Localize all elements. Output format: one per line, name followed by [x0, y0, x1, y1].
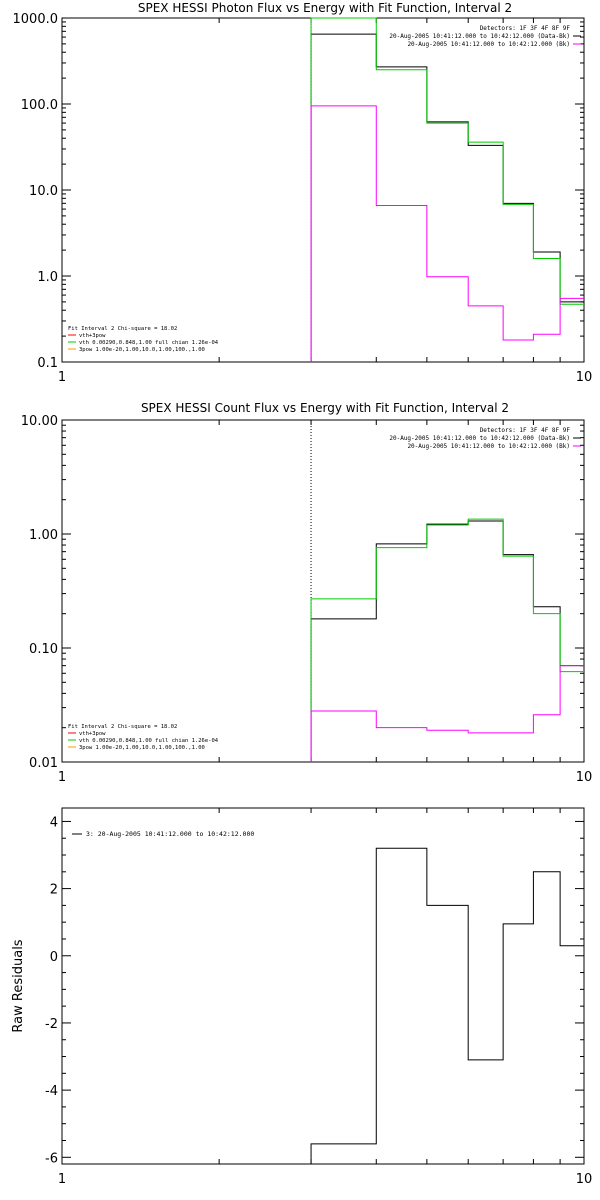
- count-flux-info-text: 20-Aug-2005 10:41:12.000 to 10:42:12.000…: [389, 435, 570, 442]
- photon-flux-series-histogram: [310, 105, 584, 362]
- count-flux-y-tick-label: 0.10: [29, 642, 58, 657]
- photon-flux-x-tick-label: 1: [58, 370, 66, 385]
- photon-flux-y-tick-label: 10.0: [29, 184, 58, 199]
- count-flux-fit-legend-text: Fit Interval 2 Chi-square = 18.02: [68, 724, 177, 730]
- count-flux-y-tick-label: 10.00: [21, 414, 58, 429]
- residuals-x-tick-label: 10: [576, 1172, 593, 1187]
- photon-flux-y-tick-label: 100.0: [21, 98, 58, 113]
- photon-flux-x-tick-label: 10: [576, 370, 593, 385]
- residuals-y-axis-label: Raw Residuals: [11, 939, 26, 1032]
- count-flux-series-histogram: [310, 520, 584, 762]
- photon-flux-y-tick-label: 0.1: [37, 356, 58, 371]
- count-flux-fit-legend-text: vth+3pow: [79, 731, 106, 737]
- residuals-y-tick-label: 0: [50, 950, 58, 965]
- residuals-plot-frame: [61, 807, 585, 1165]
- photon-flux-fit-legend-text: Fit Interval 2 Chi-square = 18.02: [68, 326, 177, 332]
- residuals-legend-label: 3: 20-Aug-2005 10:41:12.000 to 10:42:12.…: [86, 830, 254, 838]
- residuals-y-tick-label: -2: [45, 1017, 58, 1032]
- photon-flux-series-histogram: [310, 33, 584, 362]
- photon-flux-fit-legend-text: vth 0.00290,0.848,1.00 full chian 1.26e-…: [79, 340, 219, 346]
- count-flux-series-histogram: [310, 665, 584, 762]
- residuals-panel: Raw Residuals 3: 20-Aug-2005 10:41:12.00…: [11, 807, 593, 1187]
- photon-flux-fit-legend-text: 3pow 1.00e-20,1.00,10.0,1.00,100.,1.00: [79, 347, 205, 353]
- photon-flux-info-text: Detectors: 1F 3F 4F 8F 9F: [480, 25, 571, 32]
- count-flux-y-tick-label: 0.01: [29, 756, 58, 771]
- photon-flux-series-histogram: [310, 17, 584, 362]
- residuals-y-tick-label: 4: [50, 815, 58, 830]
- photon-flux-info-text: 20-Aug-2005 10:41:12.000 to 10:42:12.000…: [389, 33, 570, 40]
- residuals-x-tick-label: 1: [58, 1172, 66, 1187]
- count-flux-fit-legend-text: 3pow 1.00e-20,1.00,10.0,1.00,100.,1.00: [79, 745, 205, 751]
- residuals-series-histogram: [310, 847, 584, 1164]
- count-flux-series-histogram: [310, 518, 584, 762]
- photon-flux-plot-frame: [61, 17, 585, 363]
- count-flux-x-tick-label: 1: [58, 770, 66, 785]
- count-flux-panel: SPEX HESSI Count Flux vs Energy with Fit…: [21, 401, 592, 785]
- photon-flux-title: SPEX HESSI Photon Flux vs Energy with Fi…: [138, 1, 512, 15]
- photon-flux-fit-legend-text: vth+3pow: [79, 333, 106, 339]
- photon-flux-y-tick-label: 1000.0: [13, 12, 59, 27]
- count-flux-plot-frame: [61, 419, 585, 763]
- count-flux-y-tick-label: 1.00: [29, 528, 58, 543]
- residuals-y-tick-label: -6: [45, 1151, 58, 1166]
- residuals-y-tick-label: 2: [50, 883, 58, 898]
- count-flux-info-text: Detectors: 1F 3F 4F 8F 9F: [480, 427, 571, 434]
- count-flux-fit-legend-text: vth 0.00290,0.848,1.00 full chian 1.26e-…: [79, 738, 219, 744]
- photon-flux-y-tick-label: 1.0: [37, 270, 58, 285]
- count-flux-title: SPEX HESSI Count Flux vs Energy with Fit…: [141, 401, 509, 415]
- residuals-y-tick-label: -4: [45, 1084, 58, 1099]
- photon-flux-info-text: 20-Aug-2005 10:41:12.000 to 10:42:12.000…: [407, 41, 570, 48]
- count-flux-x-tick-label: 10: [576, 770, 593, 785]
- count-flux-info-text: 20-Aug-2005 10:41:12.000 to 10:42:12.000…: [407, 443, 570, 450]
- photon-flux-panel: SPEX HESSI Photon Flux vs Energy with Fi…: [13, 1, 593, 385]
